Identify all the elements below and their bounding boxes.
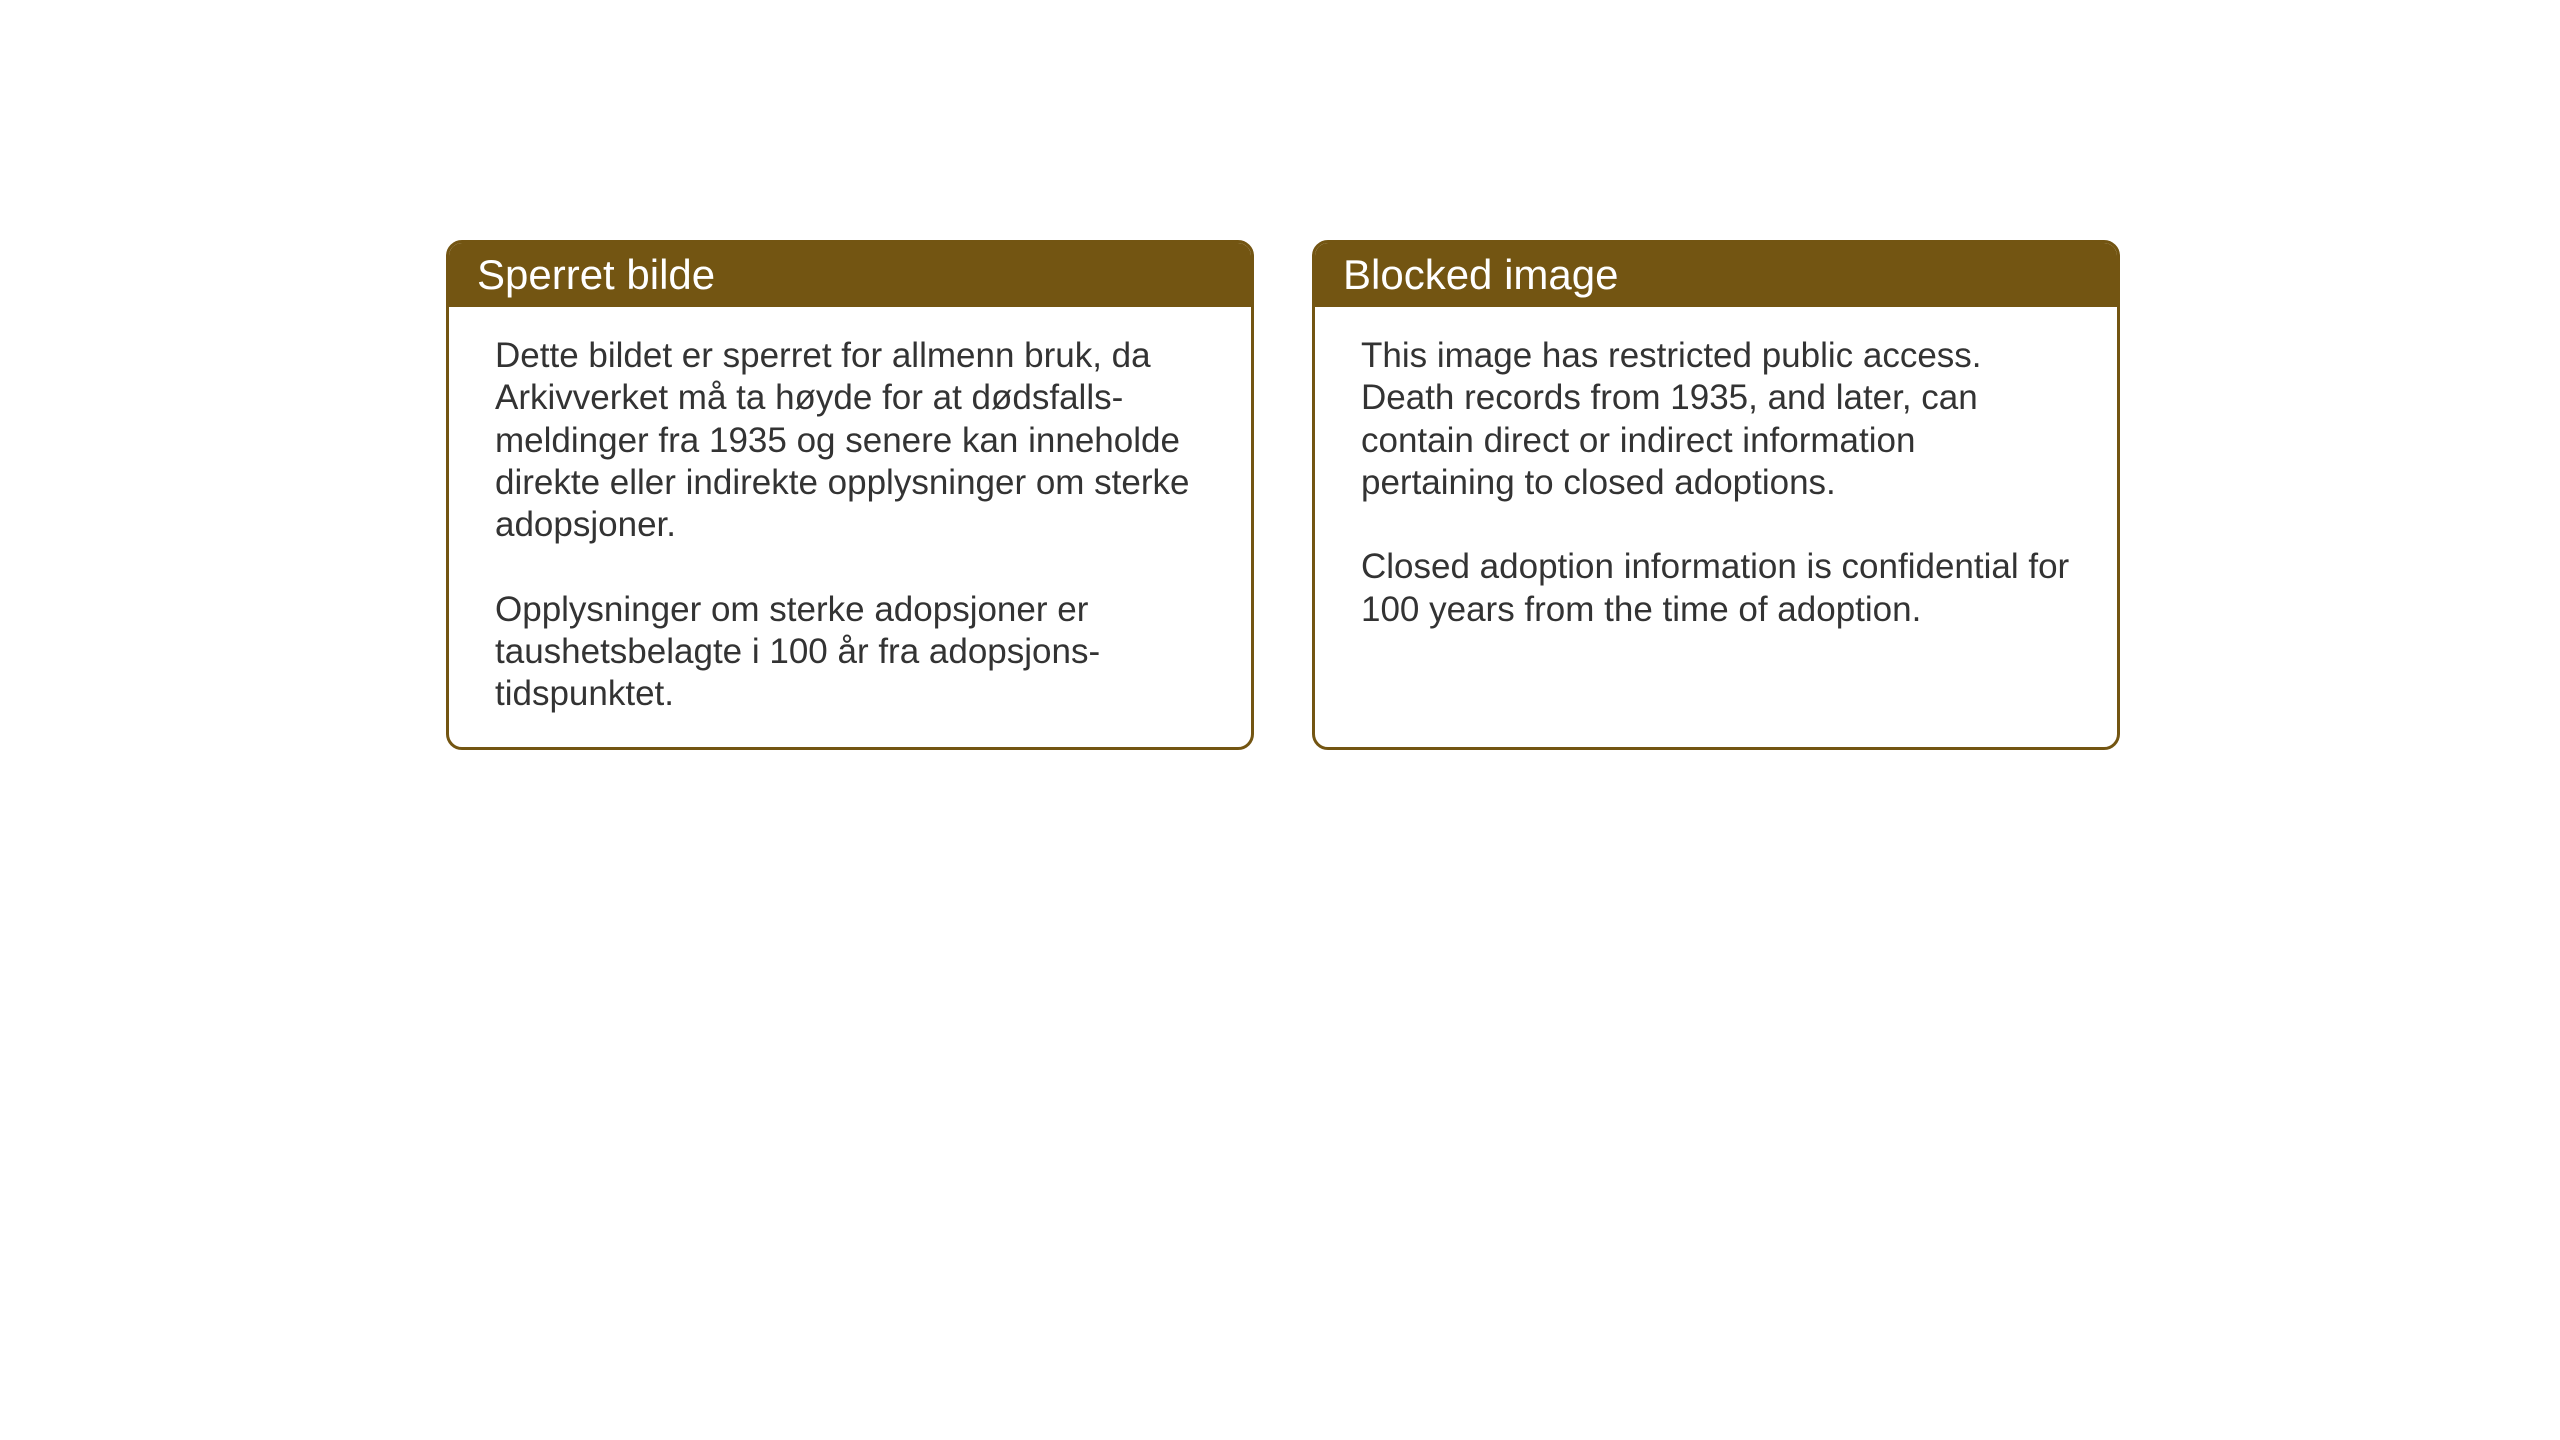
notice-container: Sperret bilde Dette bildet er sperret fo… xyxy=(446,240,2120,750)
notice-title-norwegian: Sperret bilde xyxy=(477,251,715,298)
notice-paragraph-2-norwegian: Opplysninger om sterke adopsjoner er tau… xyxy=(495,589,1205,716)
notice-header-norwegian: Sperret bilde xyxy=(449,243,1251,307)
notice-paragraph-2-english: Closed adoption information is confident… xyxy=(1361,546,2071,631)
notice-card-english: Blocked image This image has restricted … xyxy=(1312,240,2120,750)
notice-paragraph-1-english: This image has restricted public access.… xyxy=(1361,335,2071,504)
notice-card-norwegian: Sperret bilde Dette bildet er sperret fo… xyxy=(446,240,1254,750)
notice-body-norwegian: Dette bildet er sperret for allmenn bruk… xyxy=(449,307,1251,744)
notice-title-english: Blocked image xyxy=(1343,251,1618,298)
notice-body-english: This image has restricted public access.… xyxy=(1315,307,2117,659)
notice-header-english: Blocked image xyxy=(1315,243,2117,307)
notice-paragraph-1-norwegian: Dette bildet er sperret for allmenn bruk… xyxy=(495,335,1205,547)
